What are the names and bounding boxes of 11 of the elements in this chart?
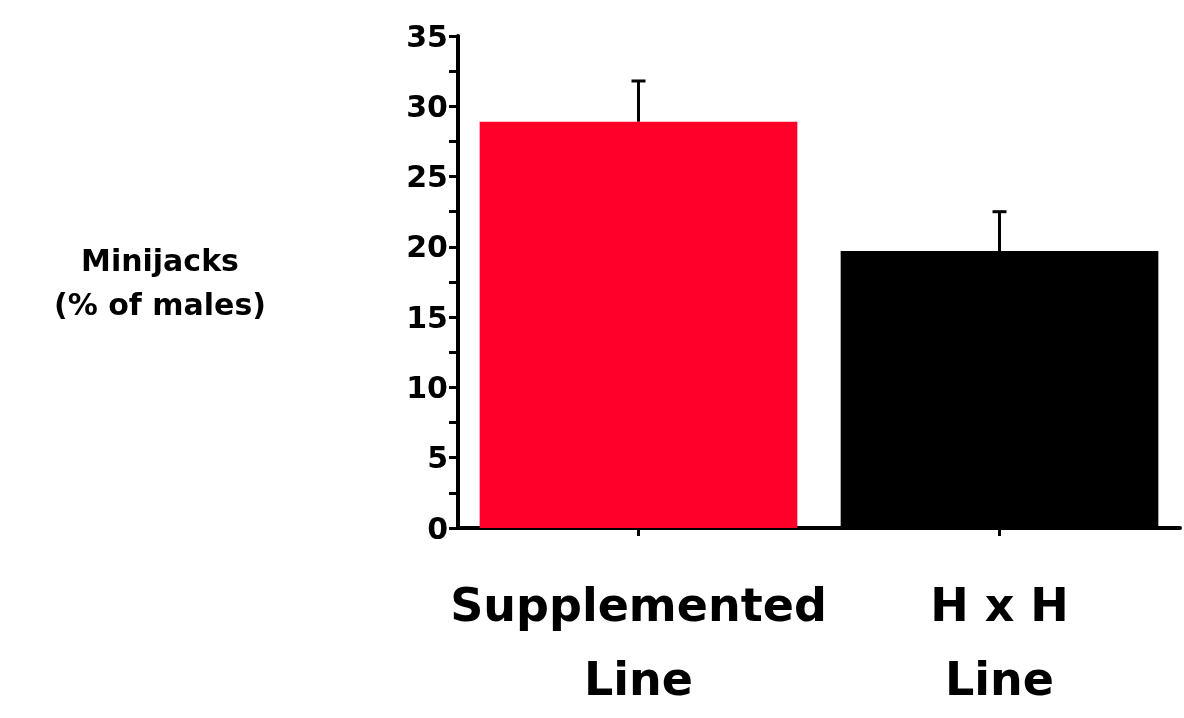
y-axis-title: Minijacks (% of males): [53, 242, 267, 322]
x-tick-label: H x H Line: [930, 578, 1069, 706]
y-tick-label: 10: [406, 369, 448, 405]
y-tick-label: 20: [406, 229, 448, 265]
y-tick-label: 25: [406, 159, 448, 195]
y-tick-label: 30: [406, 88, 448, 124]
y-tick-label: 35: [406, 18, 448, 54]
x-tick-label: Supplemented Line: [450, 578, 827, 706]
y-tick-label: 0: [427, 510, 448, 546]
y-tick-label: 5: [427, 440, 448, 476]
y-tick-label: 15: [406, 299, 448, 335]
